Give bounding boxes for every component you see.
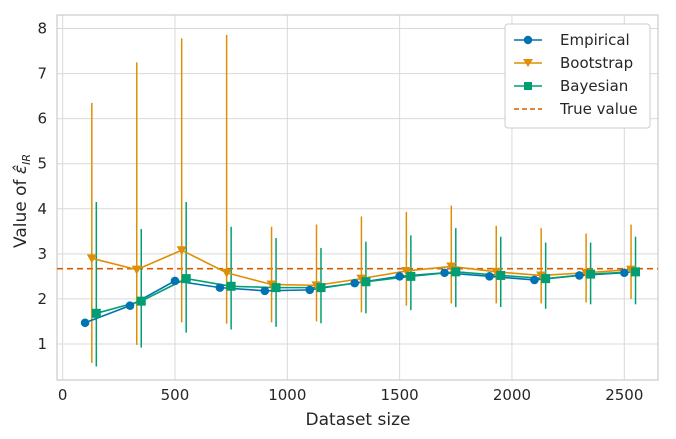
bayesian-point bbox=[586, 269, 596, 279]
y-tick-label: 6 bbox=[37, 110, 47, 128]
legend-bootstrap-label: Bootstrap bbox=[560, 54, 633, 72]
plot-frame bbox=[56, 14, 659, 381]
empirical-point bbox=[619, 268, 629, 278]
bootstrap-point bbox=[221, 268, 232, 278]
y-axis-label-subscript: IR bbox=[20, 154, 33, 165]
bayesian-point bbox=[316, 283, 326, 293]
bayesian-point bbox=[136, 296, 146, 306]
legend-empirical-label: Empirical bbox=[560, 31, 630, 49]
y-tick-label: 5 bbox=[37, 155, 47, 173]
x-tick-label: 1500 bbox=[381, 386, 419, 404]
bayesian-point bbox=[361, 277, 371, 287]
y-tick-label: 7 bbox=[37, 65, 47, 83]
x-tick-label: 2000 bbox=[493, 386, 531, 404]
bayesian-point bbox=[271, 283, 281, 293]
y-tick-label: 1 bbox=[37, 335, 47, 353]
y-tick-label: 8 bbox=[37, 20, 47, 38]
bootstrap-point bbox=[446, 262, 457, 272]
bayesian-point bbox=[541, 274, 551, 284]
empirical-point bbox=[215, 283, 225, 292]
x-tick-label: 500 bbox=[161, 386, 190, 404]
y-tick-labels: 1 2 3 4 5 6 7 8 bbox=[37, 20, 47, 353]
series-lines bbox=[84, 249, 636, 324]
y-tick-label: 3 bbox=[37, 245, 47, 263]
empirical-point bbox=[485, 272, 494, 281]
y-tick-label: 4 bbox=[37, 200, 47, 218]
x-tick-label: 2500 bbox=[605, 386, 643, 404]
bootstrap-point bbox=[401, 266, 412, 276]
bayesian-point bbox=[181, 274, 191, 284]
series-markers bbox=[80, 246, 641, 328]
legend-bayesian-label: Bayesian bbox=[560, 77, 628, 95]
empirical-point bbox=[260, 286, 270, 296]
y-axis-label-text: Value of bbox=[11, 174, 31, 248]
bootstrap-point bbox=[131, 265, 142, 275]
bayesian-point bbox=[631, 267, 641, 277]
y-axis-label-symbol: ε̂ bbox=[11, 165, 31, 174]
x-tick-label: 0 bbox=[58, 386, 68, 404]
empirical-point bbox=[125, 301, 135, 310]
legend-true-value-label: True value bbox=[559, 100, 638, 118]
legend-bayesian-marker bbox=[524, 82, 532, 90]
x-axis-label: Dataset size bbox=[306, 410, 411, 430]
legend-bootstrap-marker bbox=[523, 59, 533, 67]
legend-empirical-marker bbox=[523, 35, 533, 45]
axes bbox=[56, 14, 659, 381]
legend: Empirical Bootstrap Bayesian True value bbox=[504, 23, 651, 129]
bootstrap-point bbox=[176, 246, 187, 256]
legend-entry-true-value: True value bbox=[514, 100, 638, 118]
empirical-point bbox=[170, 276, 180, 286]
x-tick-label: 1000 bbox=[268, 386, 306, 404]
empirical-point bbox=[80, 318, 90, 328]
legend-box bbox=[504, 23, 651, 129]
bayesian-point bbox=[406, 271, 416, 281]
legend-entry-bayesian: Bayesian bbox=[514, 77, 628, 95]
bootstrap-point bbox=[86, 254, 97, 264]
bayesian-point bbox=[496, 270, 506, 280]
bayesian-point bbox=[91, 308, 101, 318]
bayesian-point bbox=[226, 281, 236, 291]
y-axis-label: Value of ε̂IR bbox=[11, 154, 33, 248]
empirical-point bbox=[305, 285, 315, 295]
legend-entry-bootstrap: Bootstrap bbox=[514, 54, 633, 72]
legend-entry-empirical: Empirical bbox=[514, 31, 630, 49]
bayesian-point bbox=[451, 267, 461, 277]
x-tick-labels: 0 500 1000 1500 2000 2500 bbox=[58, 386, 644, 404]
empirical-point bbox=[440, 268, 449, 278]
empirical-point bbox=[575, 271, 584, 280]
empirical-point bbox=[530, 275, 539, 285]
y-tick-label: 2 bbox=[37, 290, 47, 308]
empirical-point bbox=[350, 278, 359, 288]
empirical-point bbox=[395, 272, 404, 281]
